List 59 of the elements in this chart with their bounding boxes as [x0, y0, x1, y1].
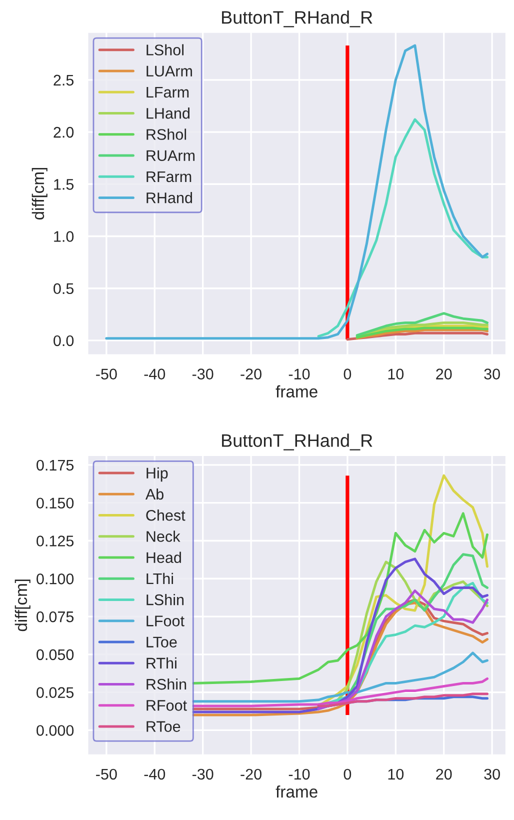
legend-label: RShin [146, 678, 186, 690]
x-tick-label: 30 [484, 768, 500, 780]
y-tick-label: 0.100 [36, 574, 74, 584]
y-tick-label: 0.000 [36, 725, 74, 736]
x-tick-label: -50 [96, 368, 117, 380]
x-tick-label: 0 [344, 768, 352, 780]
chart-title: ButtonT_RHand_R [222, 434, 372, 450]
y-tick-label: 0.5 [54, 283, 74, 294]
x-tick-label: -40 [144, 768, 166, 780]
legend-label: LHand [146, 108, 190, 119]
legend-label: RFarm [146, 171, 192, 182]
legend-label: RHand [146, 192, 192, 204]
x-tick-label: -40 [144, 368, 166, 380]
legend-label: LShol [146, 44, 184, 56]
y-tick-label: 0.050 [36, 649, 74, 660]
legend-label: RToe [146, 721, 180, 732]
x-tick-label: 10 [388, 768, 404, 780]
y-tick-label: 1.5 [54, 179, 74, 190]
x-tick-label: -30 [192, 768, 214, 780]
x-axis-title: frame [276, 385, 318, 398]
y-tick-label: 0.075 [36, 611, 74, 622]
legend-label: Neck [146, 530, 180, 542]
x-tick-label: -10 [288, 768, 310, 780]
y-tick-label: 2.5 [54, 74, 74, 86]
y-tick-label: 2.0 [54, 126, 74, 138]
x-tick-label: 30 [484, 368, 500, 380]
y-tick-label: 0.125 [36, 536, 74, 546]
y-tick-label: 0.025 [36, 687, 74, 698]
y-axis-title: diff[cm] [32, 168, 48, 220]
y-tick-label: 0.175 [36, 460, 74, 471]
y-tick-label: 0.150 [36, 498, 74, 509]
x-tick-label: 20 [436, 768, 452, 780]
y-tick-label: 1.0 [54, 231, 74, 242]
x-tick-label: 20 [436, 368, 452, 380]
x-tick-label: -10 [288, 368, 310, 380]
legend-label: Ab [145, 488, 164, 500]
legend-label: LFoot [146, 616, 184, 626]
legend-label: LToe [146, 636, 177, 648]
chart-title: ButtonT_RHand_R [222, 10, 372, 28]
x-tick-label: -20 [240, 768, 262, 780]
legend-label: LFarm [146, 86, 189, 98]
x-tick-label: -20 [240, 368, 262, 380]
x-axis-title: frame [276, 785, 318, 798]
legend-label: Hip [146, 467, 168, 482]
legend-label: RUArm [146, 150, 194, 162]
legend-label: LThi [146, 572, 173, 584]
legend-label: RFoot [146, 700, 187, 711]
y-axis-title: diff[cm] [14, 580, 30, 632]
legend-label: RThi [146, 657, 176, 668]
legend-label: LUArm [146, 66, 192, 77]
y-tick-label: 0.0 [54, 335, 74, 346]
legend-label: LShin [146, 594, 184, 606]
x-tick-label: -50 [96, 768, 117, 780]
x-tick-label: 10 [388, 368, 404, 380]
x-tick-label: -30 [192, 368, 214, 380]
legend-label: Head [146, 552, 181, 564]
legend-label: RShol [146, 128, 186, 140]
x-tick-label: 0 [344, 368, 352, 380]
legend-label: Chest [146, 510, 186, 521]
